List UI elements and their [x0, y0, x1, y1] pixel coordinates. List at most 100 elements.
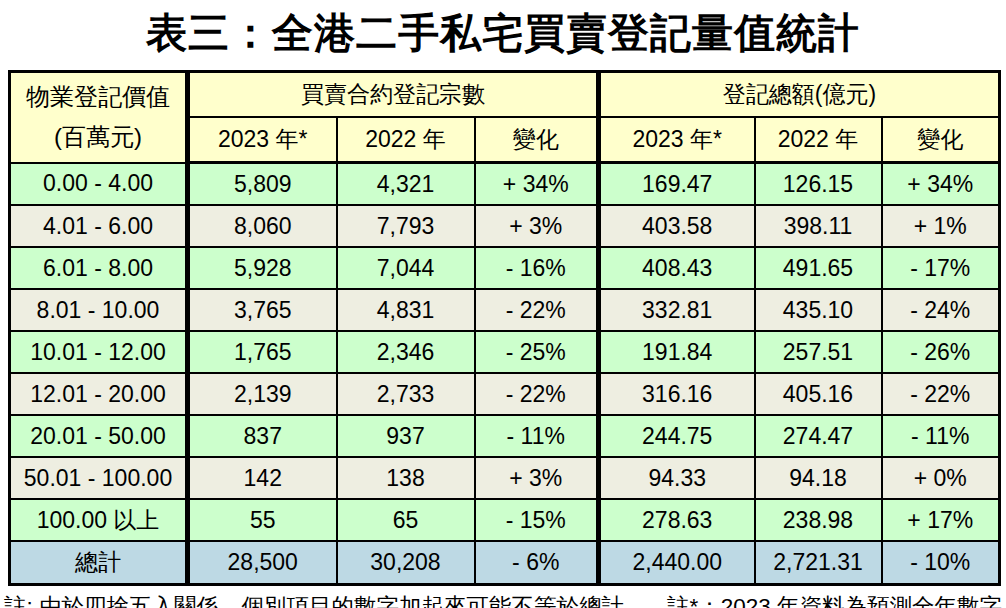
- cell-count-2022: 2,346: [337, 331, 475, 373]
- cell-value-change: + 1%: [882, 205, 1000, 247]
- cell-count-change: - 22%: [475, 373, 599, 415]
- table-row: 50.01 - 100.00 142 138 + 3% 94.33 94.18 …: [10, 457, 1000, 499]
- cell-count-2023: 5,928: [188, 247, 337, 289]
- cell-price-range: 12.01 - 20.00: [10, 373, 188, 415]
- cell-value-2022: 257.51: [755, 331, 882, 373]
- cell-total-label: 總計: [10, 541, 188, 585]
- cell-value-2023: 316.16: [599, 373, 755, 415]
- table-header: 物業登記價值 (百萬元) 買賣合約登記宗數 登記總額(億元) 2023 年* 2…: [10, 72, 1000, 163]
- cell-total-count-change: - 6%: [475, 541, 599, 585]
- col-header-property-value-line1: 物業登記價值: [11, 77, 185, 117]
- cell-value-2023: 94.33: [599, 457, 755, 499]
- cell-count-2023: 1,765: [188, 331, 337, 373]
- cell-count-change: - 15%: [475, 499, 599, 541]
- cell-count-2022: 7,793: [337, 205, 475, 247]
- cell-price-range: 6.01 - 8.00: [10, 247, 188, 289]
- cell-count-2022: 937: [337, 415, 475, 457]
- cell-count-2023: 5,809: [188, 163, 337, 206]
- col-header-value-2022: 2022 年: [755, 117, 882, 163]
- cell-value-2023: 332.81: [599, 289, 755, 331]
- cell-value-2023: 278.63: [599, 499, 755, 541]
- footnote-forecast: 註*：2023 年資料為預測全年數字: [667, 592, 1002, 608]
- col-header-count-change: 變化: [475, 117, 599, 163]
- cell-count-2023: 55: [188, 499, 337, 541]
- cell-value-change: - 24%: [882, 289, 1000, 331]
- cell-value-change: - 11%: [882, 415, 1000, 457]
- table-body: 0.00 - 4.00 5,809 4,321 + 34% 169.47 126…: [10, 163, 1000, 542]
- cell-count-change: - 25%: [475, 331, 599, 373]
- cell-price-range: 100.00 以上: [10, 499, 188, 541]
- cell-value-2023: 408.43: [599, 247, 755, 289]
- col-header-count-2022: 2022 年: [337, 117, 475, 163]
- page-title: 表三：全港二手私宅買賣登記量值統計: [0, 2, 1006, 64]
- cell-total-count-2023: 28,500: [188, 541, 337, 585]
- cell-count-2022: 138: [337, 457, 475, 499]
- table-row: 4.01 - 6.00 8,060 7,793 + 3% 403.58 398.…: [10, 205, 1000, 247]
- cell-value-2023: 244.75: [599, 415, 755, 457]
- col-header-property-value-line2: (百萬元): [11, 117, 185, 157]
- cell-price-range: 50.01 - 100.00: [10, 457, 188, 499]
- cell-price-range: 20.01 - 50.00: [10, 415, 188, 457]
- cell-value-2023: 403.58: [599, 205, 755, 247]
- cell-value-2022: 491.65: [755, 247, 882, 289]
- cell-value-change: - 26%: [882, 331, 1000, 373]
- cell-total-value-change: - 10%: [882, 541, 1000, 585]
- cell-value-2023: 191.84: [599, 331, 755, 373]
- cell-count-2023: 142: [188, 457, 337, 499]
- cell-price-range: 10.01 - 12.00: [10, 331, 188, 373]
- cell-value-change: + 34%: [882, 163, 1000, 206]
- cell-value-2022: 405.16: [755, 373, 882, 415]
- table-row: 6.01 - 8.00 5,928 7,044 - 16% 408.43 491…: [10, 247, 1000, 289]
- col-header-property-value: 物業登記價值 (百萬元): [10, 72, 188, 163]
- cell-count-change: + 3%: [475, 457, 599, 499]
- cell-count-change: - 11%: [475, 415, 599, 457]
- table-row: 100.00 以上 55 65 - 15% 278.63 238.98 + 17…: [10, 499, 1000, 541]
- cell-value-2022: 94.18: [755, 457, 882, 499]
- table-footer: 總計 28,500 30,208 - 6% 2,440.00 2,721.31 …: [10, 541, 1000, 585]
- cell-price-range: 8.01 - 10.00: [10, 289, 188, 331]
- col-header-count-2023: 2023 年*: [188, 117, 337, 163]
- footnote-rounding: 註: 由於四捨五入關係，個別項目的數字加起來可能不等於總計: [4, 592, 624, 608]
- cell-count-2022: 4,321: [337, 163, 475, 206]
- table-row: 10.01 - 12.00 1,765 2,346 - 25% 191.84 2…: [10, 331, 1000, 373]
- total-row: 總計 28,500 30,208 - 6% 2,440.00 2,721.31 …: [10, 541, 1000, 585]
- cell-value-change: - 17%: [882, 247, 1000, 289]
- cell-total-count-2022: 30,208: [337, 541, 475, 585]
- table-row: 0.00 - 4.00 5,809 4,321 + 34% 169.47 126…: [10, 163, 1000, 206]
- cell-price-range: 4.01 - 6.00: [10, 205, 188, 247]
- cell-count-2023: 837: [188, 415, 337, 457]
- table-row: 8.01 - 10.00 3,765 4,831 - 22% 332.81 43…: [10, 289, 1000, 331]
- page: 表三：全港二手私宅買賣登記量值統計 物業登記價值 (百萬元) 買賣合約登記宗數 …: [0, 2, 1006, 608]
- cell-value-2022: 238.98: [755, 499, 882, 541]
- cell-count-change: - 16%: [475, 247, 599, 289]
- cell-value-2022: 435.10: [755, 289, 882, 331]
- stats-table: 物業登記價值 (百萬元) 買賣合約登記宗數 登記總額(億元) 2023 年* 2…: [8, 70, 1001, 586]
- cell-total-value-2022: 2,721.31: [755, 541, 882, 585]
- col-header-value-change: 變化: [882, 117, 1000, 163]
- cell-count-2022: 4,831: [337, 289, 475, 331]
- cell-count-2023: 2,139: [188, 373, 337, 415]
- cell-count-change: + 3%: [475, 205, 599, 247]
- cell-value-change: + 17%: [882, 499, 1000, 541]
- cell-count-2022: 7,044: [337, 247, 475, 289]
- cell-value-change: - 22%: [882, 373, 1000, 415]
- cell-value-change: + 0%: [882, 457, 1000, 499]
- cell-value-2022: 398.11: [755, 205, 882, 247]
- cell-value-2022: 274.47: [755, 415, 882, 457]
- header-row-groups: 物業登記價值 (百萬元) 買賣合約登記宗數 登記總額(億元): [10, 72, 1000, 118]
- group-header-registration-count: 買賣合約登記宗數: [188, 72, 599, 118]
- cell-count-2022: 2,733: [337, 373, 475, 415]
- table-row: 20.01 - 50.00 837 937 - 11% 244.75 274.4…: [10, 415, 1000, 457]
- footnotes: 註: 由於四捨五入關係，個別項目的數字加起來可能不等於總計 註*：2023 年資…: [4, 592, 1002, 608]
- cell-count-2023: 8,060: [188, 205, 337, 247]
- cell-value-2023: 169.47: [599, 163, 755, 206]
- group-header-registration-value: 登記總額(億元): [599, 72, 1000, 118]
- cell-count-change: + 34%: [475, 163, 599, 206]
- table-row: 12.01 - 20.00 2,139 2,733 - 22% 316.16 4…: [10, 373, 1000, 415]
- cell-value-2022: 126.15: [755, 163, 882, 206]
- cell-price-range: 0.00 - 4.00: [10, 163, 188, 206]
- cell-total-value-2023: 2,440.00: [599, 541, 755, 585]
- col-header-value-2023: 2023 年*: [599, 117, 755, 163]
- cell-count-change: - 22%: [475, 289, 599, 331]
- cell-count-2022: 65: [337, 499, 475, 541]
